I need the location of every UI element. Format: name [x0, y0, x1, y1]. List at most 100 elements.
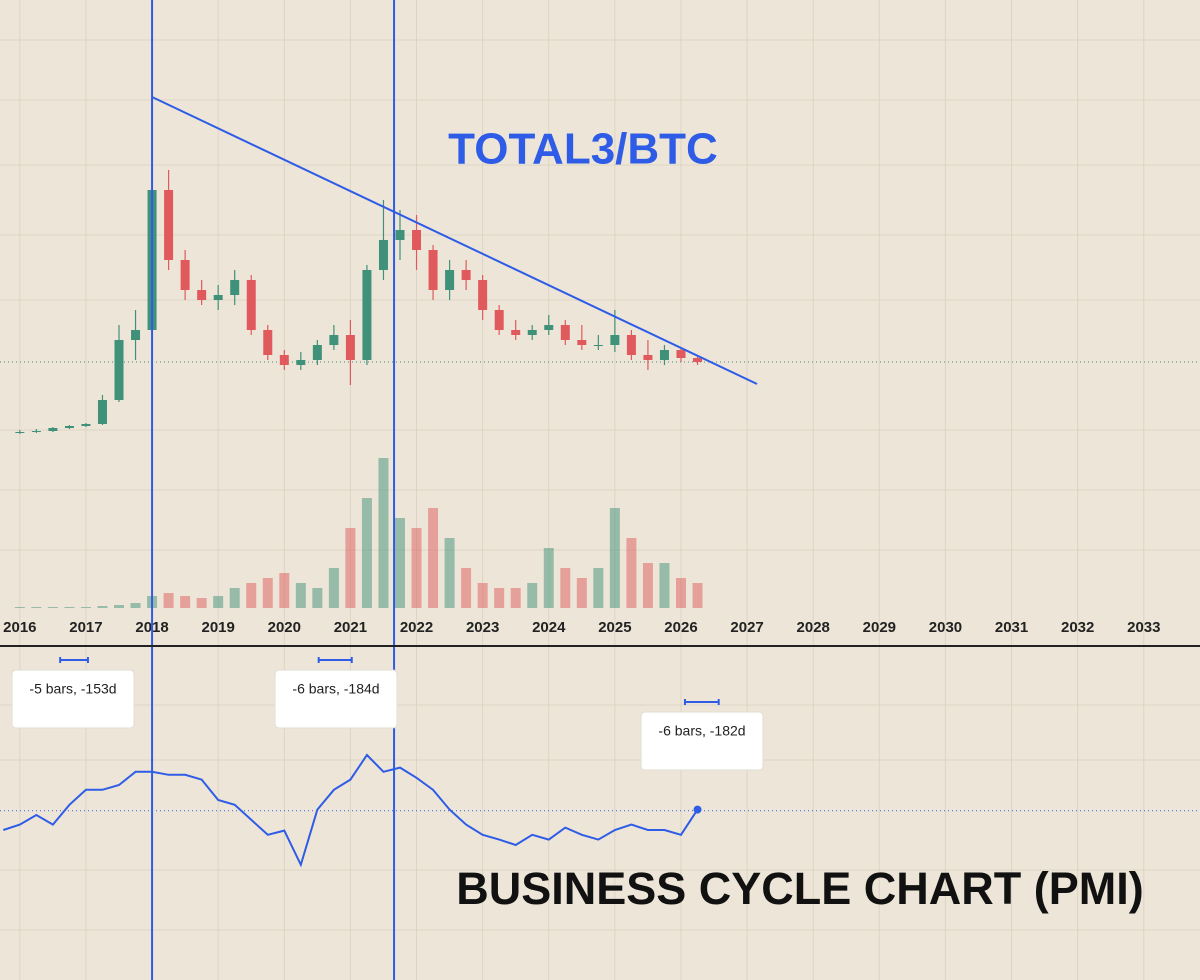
candle-body — [263, 330, 273, 355]
candle-body — [97, 400, 107, 424]
candle-body — [64, 426, 74, 428]
volume-bar — [527, 583, 538, 608]
x-tick-label: 2020 — [268, 619, 301, 636]
volume-bar — [114, 605, 125, 608]
volume-bar — [609, 508, 620, 608]
volume-bar — [444, 538, 455, 608]
volume-bar — [163, 593, 174, 608]
candle-body — [48, 428, 58, 431]
volume-bar — [378, 458, 389, 608]
volume-bar — [246, 583, 257, 608]
volume-bar — [361, 498, 372, 608]
x-tick-label: 2022 — [400, 619, 433, 636]
volume-bar — [64, 607, 75, 608]
measure-label: -5 bars, -153d — [29, 681, 116, 697]
volume-bar — [642, 563, 653, 608]
candle-body — [345, 335, 355, 360]
chart-title: BUSINESS CYCLE CHART (PMI) — [456, 863, 1144, 914]
x-tick-label: 2021 — [334, 619, 367, 636]
candle-body — [445, 270, 455, 290]
volume-bar — [47, 607, 58, 608]
candle-body — [131, 330, 141, 340]
volume-bar — [543, 548, 554, 608]
measure-box — [274, 669, 398, 729]
volume-bar — [626, 538, 637, 608]
candle-body — [114, 340, 124, 400]
candle-body — [626, 335, 636, 355]
candle-body — [279, 355, 289, 365]
candle-body — [296, 360, 306, 365]
candle-body — [511, 330, 521, 335]
volume-bar — [510, 588, 521, 608]
candle-body — [180, 260, 190, 290]
candle-body — [643, 355, 653, 360]
chart-title: TOTAL3/BTC — [448, 125, 718, 174]
x-tick-label: 2028 — [797, 619, 830, 636]
candle-body — [593, 345, 603, 346]
volume-bar — [97, 606, 108, 608]
volume-bar — [411, 528, 422, 608]
x-tick-label: 2030 — [929, 619, 962, 636]
candle-body — [428, 250, 438, 290]
volume-bar — [593, 568, 604, 608]
candle-body — [15, 432, 25, 433]
measure-label: -6 bars, -184d — [292, 681, 379, 697]
x-tick-label: 2031 — [995, 619, 1028, 636]
x-tick-label: 2027 — [730, 619, 763, 636]
pmi-line — [2, 753, 699, 868]
candle-body — [395, 230, 405, 240]
volume-bar — [14, 607, 25, 608]
candle-body — [577, 340, 587, 345]
last-point — [693, 805, 702, 814]
x-tick-label: 2025 — [598, 619, 631, 636]
volume-bar — [659, 563, 670, 608]
volume-bar — [213, 596, 224, 608]
candle-body — [329, 335, 339, 345]
candle-body — [230, 280, 240, 295]
measure-box — [11, 669, 135, 729]
volume-bar — [312, 588, 323, 608]
x-tick-label: 2032 — [1061, 619, 1094, 636]
candle-body — [527, 330, 537, 335]
x-tick-label: 2029 — [863, 619, 896, 636]
candle-body — [659, 350, 669, 360]
candle-body — [312, 345, 322, 360]
x-tick-label: 2033 — [1127, 619, 1160, 636]
candle-body — [478, 280, 488, 310]
volume-bar — [428, 508, 439, 608]
x-tick-label: 2016 — [3, 619, 36, 636]
volume-bar — [196, 598, 207, 608]
volume-bar — [576, 578, 587, 608]
volume-bar — [395, 518, 405, 608]
volume-bar — [560, 568, 571, 608]
volume-bar — [229, 588, 240, 608]
volume-bar — [279, 573, 290, 608]
volume-bar — [328, 568, 339, 608]
x-tick-label: 2026 — [664, 619, 697, 636]
measure-label: -6 bars, -182d — [658, 723, 745, 739]
x-tick-label: 2017 — [69, 619, 102, 636]
candle-body — [560, 325, 570, 340]
volume-bar — [80, 607, 91, 608]
candle-body — [461, 270, 471, 280]
volume-bar — [494, 588, 505, 608]
candle-body — [693, 358, 703, 362]
candle-body — [246, 280, 256, 330]
volume-bar — [180, 596, 191, 608]
candle-body — [81, 424, 91, 426]
candle-body — [31, 431, 41, 432]
candle-body — [213, 295, 223, 300]
candle-body — [544, 325, 554, 330]
x-tick-label: 2024 — [532, 619, 566, 636]
candle-body — [197, 290, 207, 300]
x-tick-label: 2023 — [466, 619, 499, 636]
volume-bar — [675, 578, 686, 608]
candle-body — [610, 335, 620, 345]
candle-body — [362, 270, 372, 360]
volume-bar — [262, 578, 273, 608]
x-tick-label: 2019 — [201, 619, 234, 636]
volume-bar — [692, 583, 703, 608]
candle-body — [676, 350, 686, 358]
measure-box — [640, 711, 764, 771]
